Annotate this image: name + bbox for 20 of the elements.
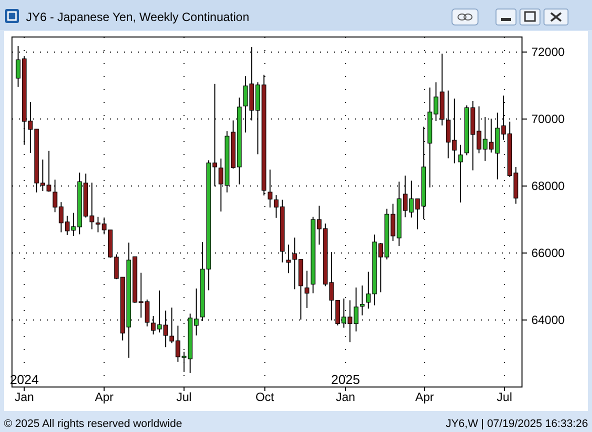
candlestick	[360, 285, 365, 316]
text: JY6,W | 07/19/2025 16:33:26	[446, 418, 588, 430]
candlestick	[458, 144, 463, 203]
y-tick-label: 72000	[531, 45, 566, 60]
x-tick-label: Jul	[176, 390, 192, 404]
y-tick-label: 64000	[531, 313, 566, 328]
candlestick	[286, 244, 291, 274]
x-tick-label: Jul	[496, 390, 512, 404]
x-tick-label: Jan	[14, 390, 34, 404]
x-tick-label: Jan	[336, 390, 356, 404]
x2-tick-label: 2025	[331, 372, 360, 387]
candlestick	[304, 270, 310, 308]
x-tick-label: Oct	[255, 390, 275, 404]
y-tick-label: 66000	[531, 246, 566, 260]
x-tick-label: Apr	[94, 390, 114, 404]
text: © 2025 All rights reserved worldwide	[4, 418, 182, 430]
chart-title: JY6 - Japanese Yen, Weekly Continuation	[26, 10, 250, 24]
y-tick-label: 70000	[531, 112, 566, 126]
x-tick-label: Apr	[415, 390, 434, 404]
y-tick-label: 68000	[531, 179, 566, 194]
